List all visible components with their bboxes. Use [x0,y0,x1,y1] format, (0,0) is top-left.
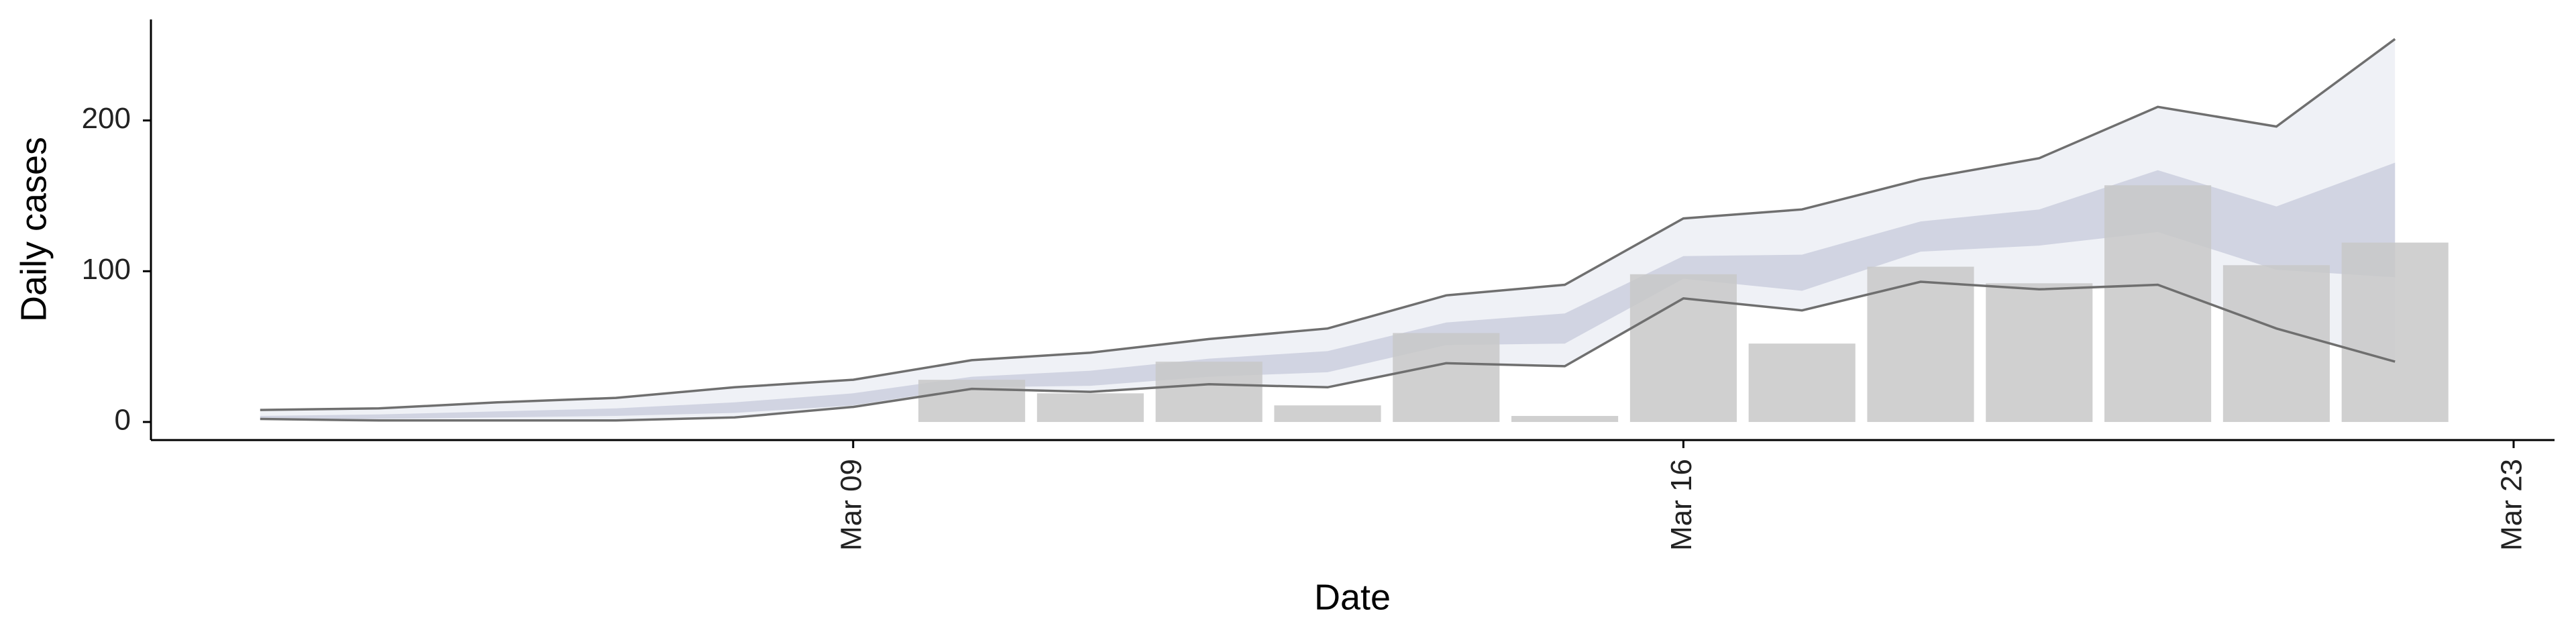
bar [2104,185,2212,423]
bound-line [260,280,2396,422]
x-tick-label: Mar 09 [835,459,867,551]
x-tick-label: Mar 23 [2496,459,2528,551]
bound-line [260,38,2396,411]
bar [1986,283,2093,423]
y-tick-label: 200 [82,102,131,135]
y-axis-title: Daily cases [13,137,54,322]
y-tick-label: 0 [115,404,131,437]
bar [1274,405,1381,423]
bar [2222,265,2330,423]
bar [1393,333,1500,423]
x-axis-title: Date [1314,577,1391,617]
bar [1748,343,1856,423]
bar [1511,416,1619,423]
bar [1867,266,1974,423]
x-tick-label: Mar 16 [1665,459,1698,551]
bar [1155,362,1263,423]
y-tick-label: 100 [82,253,131,286]
bar [2341,242,2449,423]
bar [918,380,1026,423]
bar [1036,393,1144,423]
bar [1629,274,1737,423]
